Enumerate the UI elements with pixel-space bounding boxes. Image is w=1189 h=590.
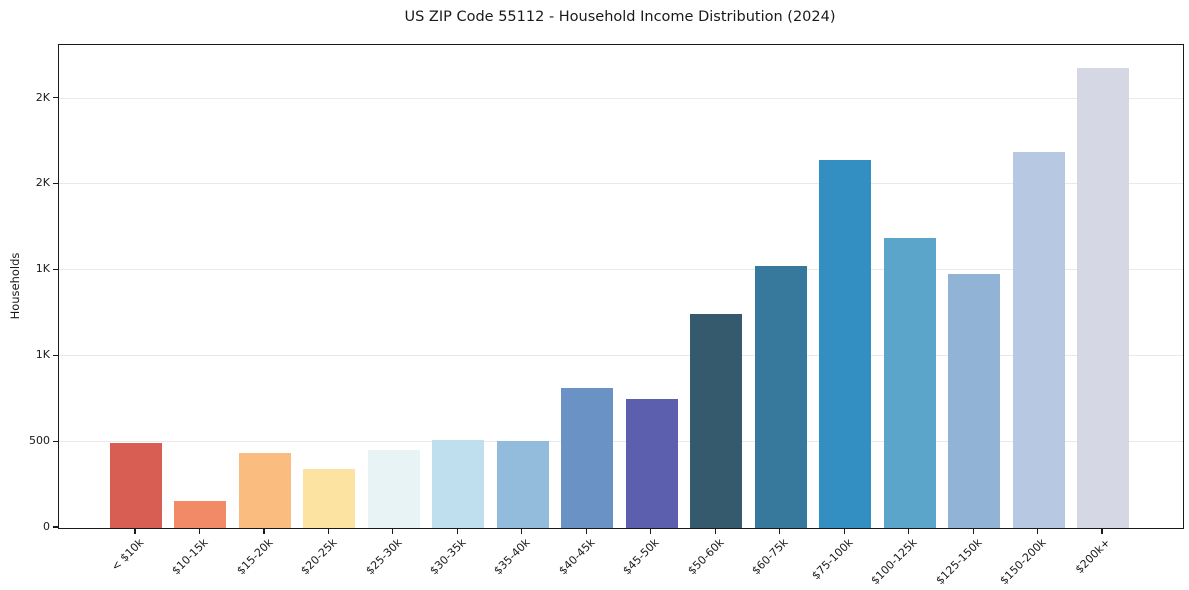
y-tick-label: 500 [29,434,50,448]
x-tick-mark [714,528,716,534]
x-tick-label: $45-50k [620,536,662,578]
bar [303,469,356,528]
gridline [59,355,1183,357]
y-tick-mark [53,526,58,528]
x-tick-label: $15-20k [233,536,276,578]
x-tick-mark [1036,528,1039,534]
x-tick-label: $100-125k [868,536,920,588]
x-tick-mark [650,528,652,534]
plot-area [58,44,1184,529]
x-tick-mark [134,528,136,534]
x-tick-label: $200k+ [1073,536,1114,577]
y-tick-label: 2K [35,90,50,104]
bar [754,266,807,528]
x-tick-mark [327,528,329,534]
x-tick-mark [456,528,458,534]
x-tick-mark [843,528,845,534]
x-tick-label: $30-35k [427,536,469,578]
x-tick-mark [1101,528,1103,534]
y-tick-mark [53,182,58,185]
x-tick-label: $50-60k [685,536,727,578]
gridline [59,183,1183,185]
bar [948,274,1001,528]
bar [1012,152,1065,528]
x-tick-mark [392,528,394,534]
y-tick-mark [53,268,58,270]
y-tick-mark [53,354,58,356]
y-tick-mark [53,440,58,442]
x-tick-mark [908,528,910,534]
chart-title: US ZIP Code 55112 - Household Income Dis… [404,9,836,25]
x-tick-label: $150-200k [997,536,1049,588]
y-tick-label: 0 [43,520,50,533]
x-tick-mark [521,528,523,534]
bar [625,398,678,528]
bar [883,238,936,528]
x-tick-label: < $10k [108,536,147,574]
bar [690,313,743,528]
bar [819,160,872,528]
bar [110,442,162,528]
y-tick-label: 1K [35,262,50,276]
x-tick-mark [972,528,974,534]
y-tick-mark [53,96,58,99]
x-tick-label: $10-15k [169,536,211,578]
x-tick-mark [198,528,201,534]
x-tick-label: $25-30k [362,536,405,578]
x-tick-mark [585,528,587,534]
bar [1077,68,1130,528]
bar [174,500,227,528]
gridline [59,97,1183,99]
x-tick-label: $20-25k [298,536,340,578]
x-tick-mark [263,528,265,534]
bar [238,452,291,528]
x-tick-label: $35-40k [491,536,534,578]
x-tick-label: $60-75k [749,536,791,578]
x-tick-label: $75-100k [809,536,856,583]
x-tick-label: $40-45k [556,536,598,578]
bar [367,449,420,528]
y-tick-label: 1K [35,348,50,362]
bar [496,441,549,528]
y-tick-label: 2K [35,176,50,190]
bar [561,388,614,528]
x-tick-label: $125-150k [933,536,985,588]
gridline [59,269,1183,271]
x-tick-mark [779,528,781,534]
bar [432,439,485,528]
gridline [59,441,1183,443]
